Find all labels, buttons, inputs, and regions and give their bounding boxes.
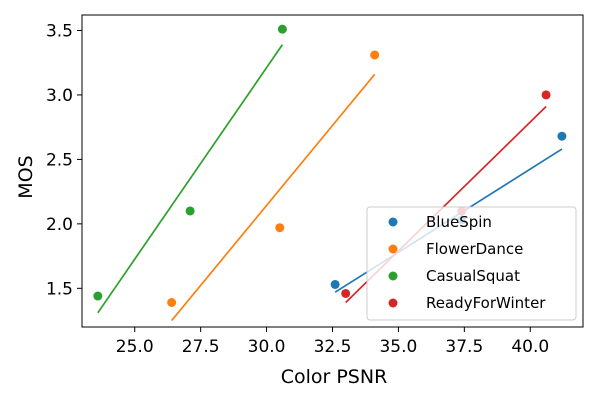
point-casualsquat-1 — [185, 206, 195, 216]
point-bluespin-0 — [330, 279, 340, 289]
y-tick-label: 1.5 — [46, 279, 73, 299]
y-axis-label: MOS — [15, 155, 37, 198]
legend-marker — [388, 271, 398, 281]
x-tick-label: 40.0 — [511, 337, 549, 357]
legend-marker — [388, 298, 398, 308]
legend-box — [366, 206, 577, 321]
point-readyforwinter-2 — [541, 90, 551, 100]
x-tick-label: 27.5 — [182, 337, 220, 357]
x-tick-label: 35.0 — [379, 337, 417, 357]
point-flowerdance-0 — [167, 298, 177, 308]
y-tick-label: 2.0 — [46, 215, 73, 235]
legend: BlueSpin FlowerDance CasualSquat ReadyForWi… — [366, 206, 577, 321]
point-casualsquat-2 — [277, 24, 287, 34]
x-tick-label: 25.0 — [116, 337, 154, 357]
fit-line-casualsquat — [97, 44, 284, 314]
fit-line-flowerdance — [170, 73, 376, 322]
legend-label: FlowerDance — [426, 240, 523, 258]
point-casualsquat-0 — [93, 291, 103, 301]
point-flowerdance-1 — [275, 223, 285, 233]
y-tick-label: 3.5 — [46, 21, 73, 41]
point-bluespin-2 — [557, 131, 567, 141]
y-tick-label: 2.5 — [46, 150, 73, 170]
legend-label: CasualSquat — [426, 267, 520, 285]
legend-marker — [388, 244, 398, 254]
x-tick-label: 30.0 — [248, 337, 286, 357]
x-tick-label: 32.5 — [314, 337, 352, 357]
legend-marker — [388, 217, 398, 227]
x-tick-label: 37.5 — [445, 337, 483, 357]
y-tick-label: 3.0 — [46, 86, 73, 106]
point-readyforwinter-0 — [341, 288, 351, 298]
legend-label: BlueSpin — [426, 213, 492, 231]
axes: 25.0 27.5 30.0 32.5 35.0 37.5 40.0 1.5 2.0 2.5 3.0… — [46, 14, 584, 357]
legend-label: ReadyForWinter — [426, 294, 546, 312]
point-flowerdance-2 — [370, 50, 380, 60]
x-axis-label: Color PSNR — [281, 366, 388, 388]
